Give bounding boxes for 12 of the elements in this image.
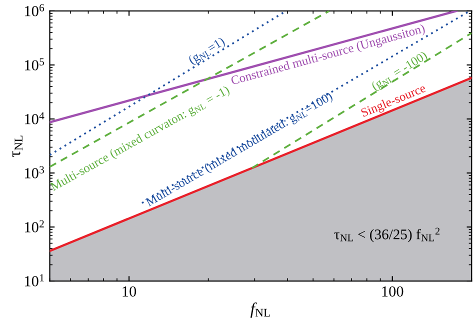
y-axis-title: τ$_{NL}$	[12, 136, 22, 158]
y-tick-label: 10$^{5}$	[25, 58, 44, 70]
y-tick-label: 10$^{6}$	[25, 4, 44, 16]
x-tick-label: 100	[382, 286, 404, 297]
y-tick-label: 10$^{4}$	[25, 112, 44, 124]
annotation: (g$_{NL}$=1)	[188, 36, 227, 66]
y-tick-label: 10$^{3}$	[25, 166, 44, 178]
y-tick-label: 10$^{2}$	[25, 220, 44, 232]
annotation: τ$_{NL}$ < (36/25) f$_{NL}$$^{2}$	[334, 228, 440, 242]
x-tick-label: 10	[122, 286, 136, 297]
y-tick-label: 10$^{1}$	[25, 274, 44, 286]
x-axis-title: f$_{NL}$	[250, 302, 270, 318]
